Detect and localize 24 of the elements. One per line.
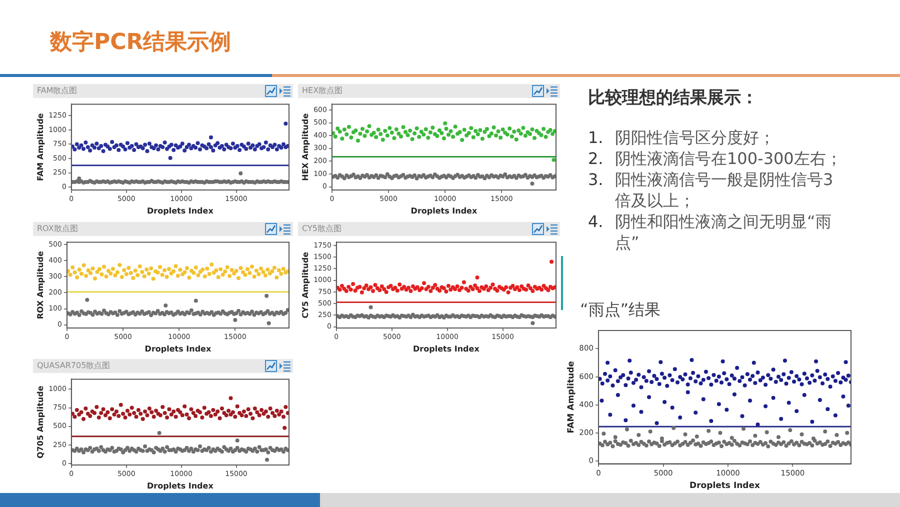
x-axis-title: Droplets Index [144, 344, 212, 354]
y-axis-title: FAM Amplitude [566, 360, 576, 434]
y-axis-title: HEX Amplitude [300, 112, 310, 181]
y-axis-title: FAM Amplitude [36, 112, 45, 182]
y-axis-title: CY5 Amplitude [300, 251, 310, 318]
y-axis-title: Q705 Amplitude [36, 385, 45, 458]
chart-title: QUASAR705散点图 [37, 361, 110, 371]
text: 3. 阳性液滴信号一般是阴性信号3倍及以上； [588, 169, 834, 211]
text: 4. 阴性和阳性液滴之间无明显“雨点” [588, 211, 832, 253]
text: 数字PCR结果示例 [50, 28, 232, 57]
x-axis-title: Droplets Index [410, 206, 478, 216]
x-axis-title: Droplets Index [690, 481, 761, 492]
x-axis-title: Droplets Index [147, 481, 214, 490]
chart-title: ROX散点图 [37, 224, 78, 234]
chart-title: “雨点”结果 [580, 300, 661, 320]
x-axis-title: Droplets Index [413, 344, 480, 354]
text: 1. 阴阳性信号区分度好； [588, 127, 776, 148]
text: 比较理想的结果展示： [588, 87, 759, 109]
text: 2. 阴性液滴信号在100-300左右； [588, 148, 843, 169]
chart-title: CY5散点图 [302, 224, 342, 234]
x-axis-title: Droplets Index [147, 206, 214, 216]
chart-title: FAM散点图 [37, 86, 78, 96]
chart-title: HEX散点图 [302, 86, 343, 96]
y-axis-title: ROX Amplitude [36, 250, 45, 320]
